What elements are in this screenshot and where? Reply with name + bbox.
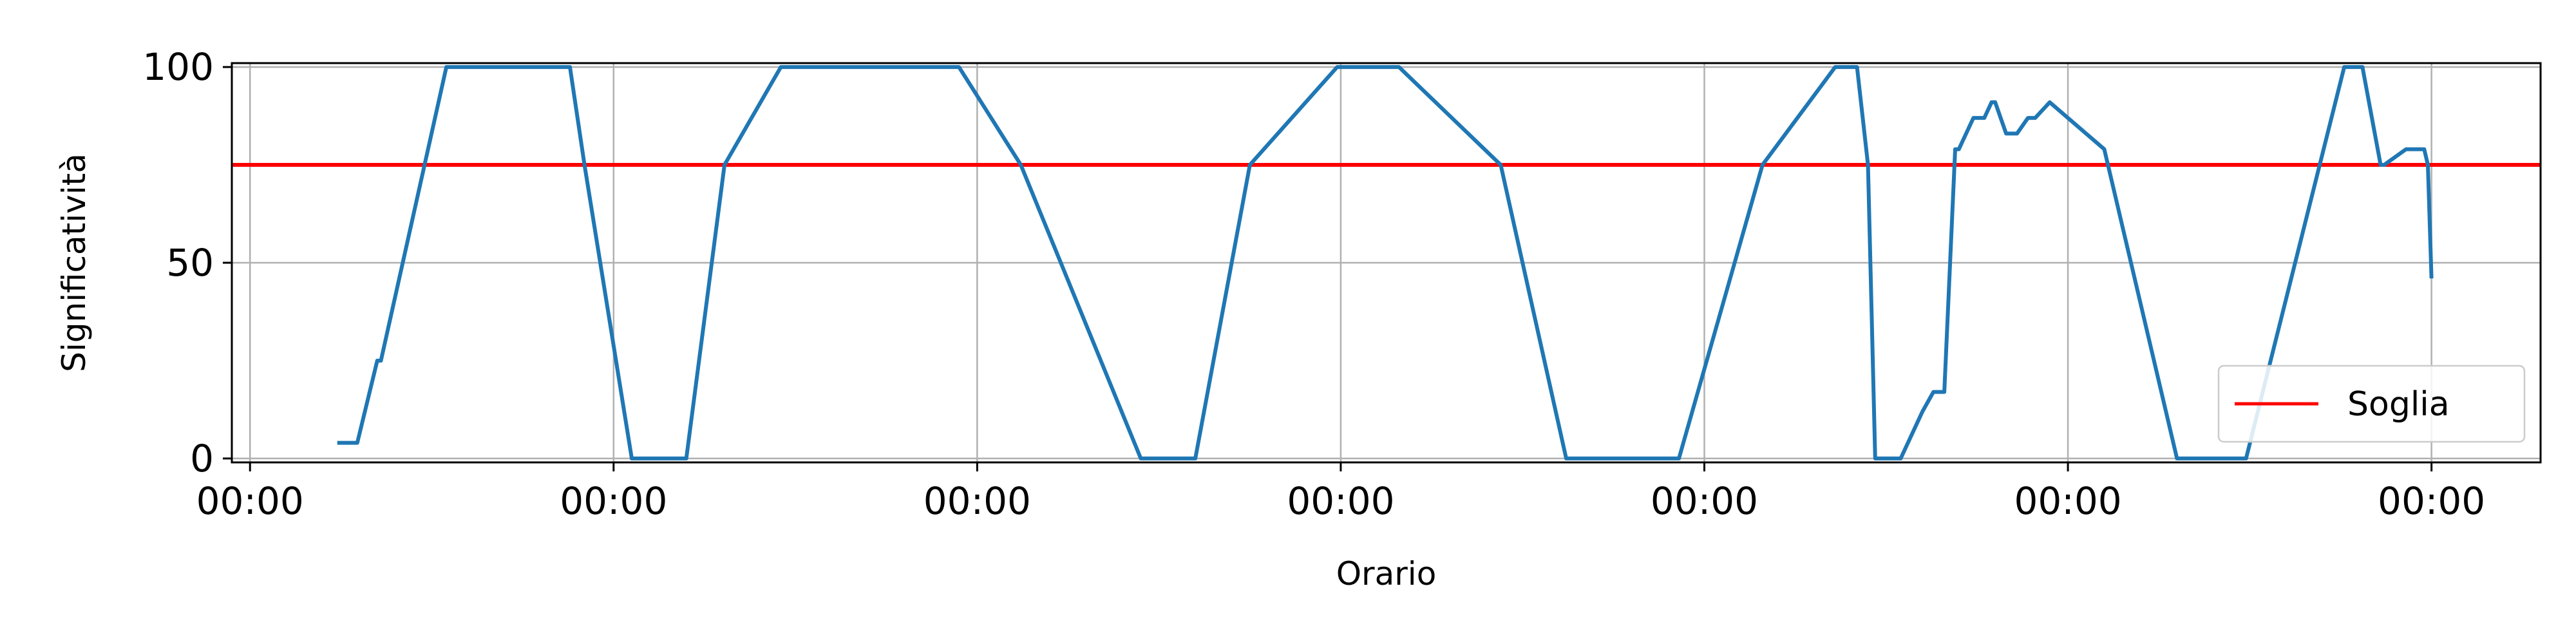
x-tick-label: 00:00: [2378, 479, 2485, 523]
x-tick-label: 00:00: [923, 479, 1031, 523]
legend-label-soglia: Soglia: [2347, 385, 2450, 424]
legend: Soglia: [2217, 365, 2526, 443]
x-tick-label: 00:00: [1651, 479, 1758, 523]
y-tick-label: 100: [142, 45, 214, 89]
x-tick-label: 00:00: [2014, 479, 2121, 523]
legend-box: [2217, 365, 2526, 443]
y-tick-label: 0: [190, 437, 214, 480]
y-axis-label: Significatività: [55, 153, 93, 372]
series-layer: [337, 65, 2434, 460]
series-line: [337, 65, 2434, 460]
y-tick-label: 50: [166, 241, 214, 285]
y-axis: 0 50 100: [142, 45, 232, 480]
x-axis: 00:00 00:00 00:00 00:00 00:00 00:00 00:00: [196, 462, 2485, 523]
x-tick-label: 00:00: [560, 479, 667, 523]
x-axis-label: Orario: [1336, 555, 1437, 592]
x-tick-label: 00:00: [196, 479, 304, 523]
x-tick-label: 00:00: [1287, 479, 1394, 523]
